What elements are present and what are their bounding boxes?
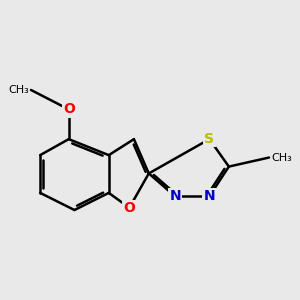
- Text: O: O: [123, 201, 135, 215]
- Text: S: S: [204, 132, 214, 146]
- Text: N: N: [204, 189, 215, 203]
- Text: CH₃: CH₃: [271, 152, 292, 163]
- Text: N: N: [169, 189, 181, 203]
- Text: O: O: [63, 102, 75, 116]
- Text: CH₃: CH₃: [8, 85, 29, 95]
